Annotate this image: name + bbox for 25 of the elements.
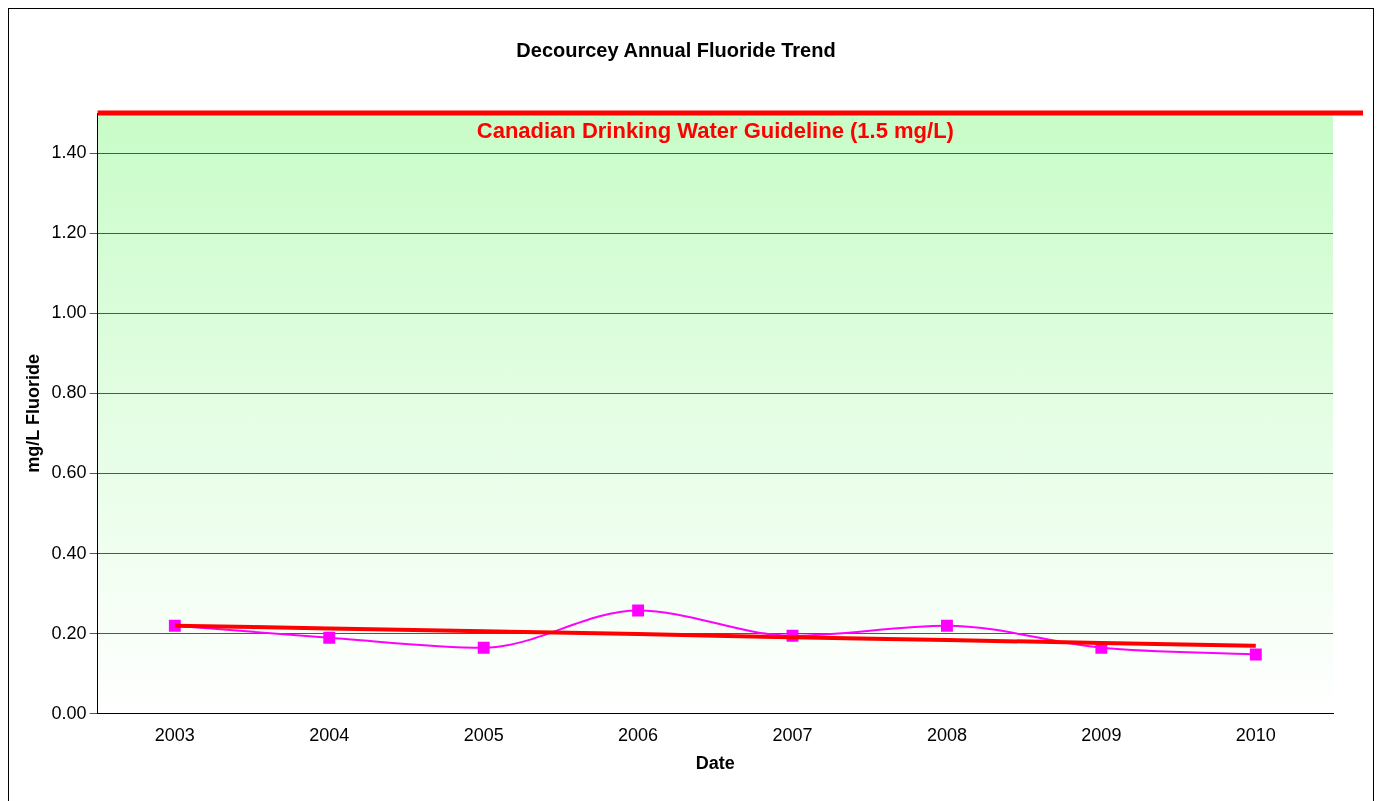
chart-title: Decourcey Annual Fluoride Trend xyxy=(516,38,836,61)
point xyxy=(1249,648,1262,661)
point xyxy=(323,631,336,644)
x-tick-label: 2009 xyxy=(1081,724,1122,745)
y-tick-label: 0.00 xyxy=(51,702,87,723)
y-tick-label: 1.20 xyxy=(51,222,87,243)
point xyxy=(941,619,953,632)
y-tick-label: 1.00 xyxy=(51,302,87,323)
point xyxy=(632,604,645,617)
y-tick-label: 1.40 xyxy=(51,142,87,163)
y-axis-title: mg/L Fluoride xyxy=(22,354,43,473)
y-tick-label: 0.20 xyxy=(51,622,87,643)
x-tick-label: 2003 xyxy=(154,724,195,745)
x-tick-label: 2010 xyxy=(1235,724,1276,745)
x-tick-label: 2006 xyxy=(618,724,659,745)
point xyxy=(477,641,490,654)
y-tick-label: 0.60 xyxy=(51,462,87,483)
x-tick-label: 2007 xyxy=(772,724,813,745)
x-tick-label: 2008 xyxy=(926,724,967,745)
ref-line-label: Canadian Drinking Water Guideline (1.5 mg/L) xyxy=(476,118,954,144)
x-tick-label: 2004 xyxy=(309,724,350,745)
x-tick-label: 2005 xyxy=(463,724,504,745)
x-axis-title: Date xyxy=(695,753,735,774)
y-tick-label: 0.80 xyxy=(51,382,87,403)
y-tick-label: 0.40 xyxy=(51,542,87,563)
